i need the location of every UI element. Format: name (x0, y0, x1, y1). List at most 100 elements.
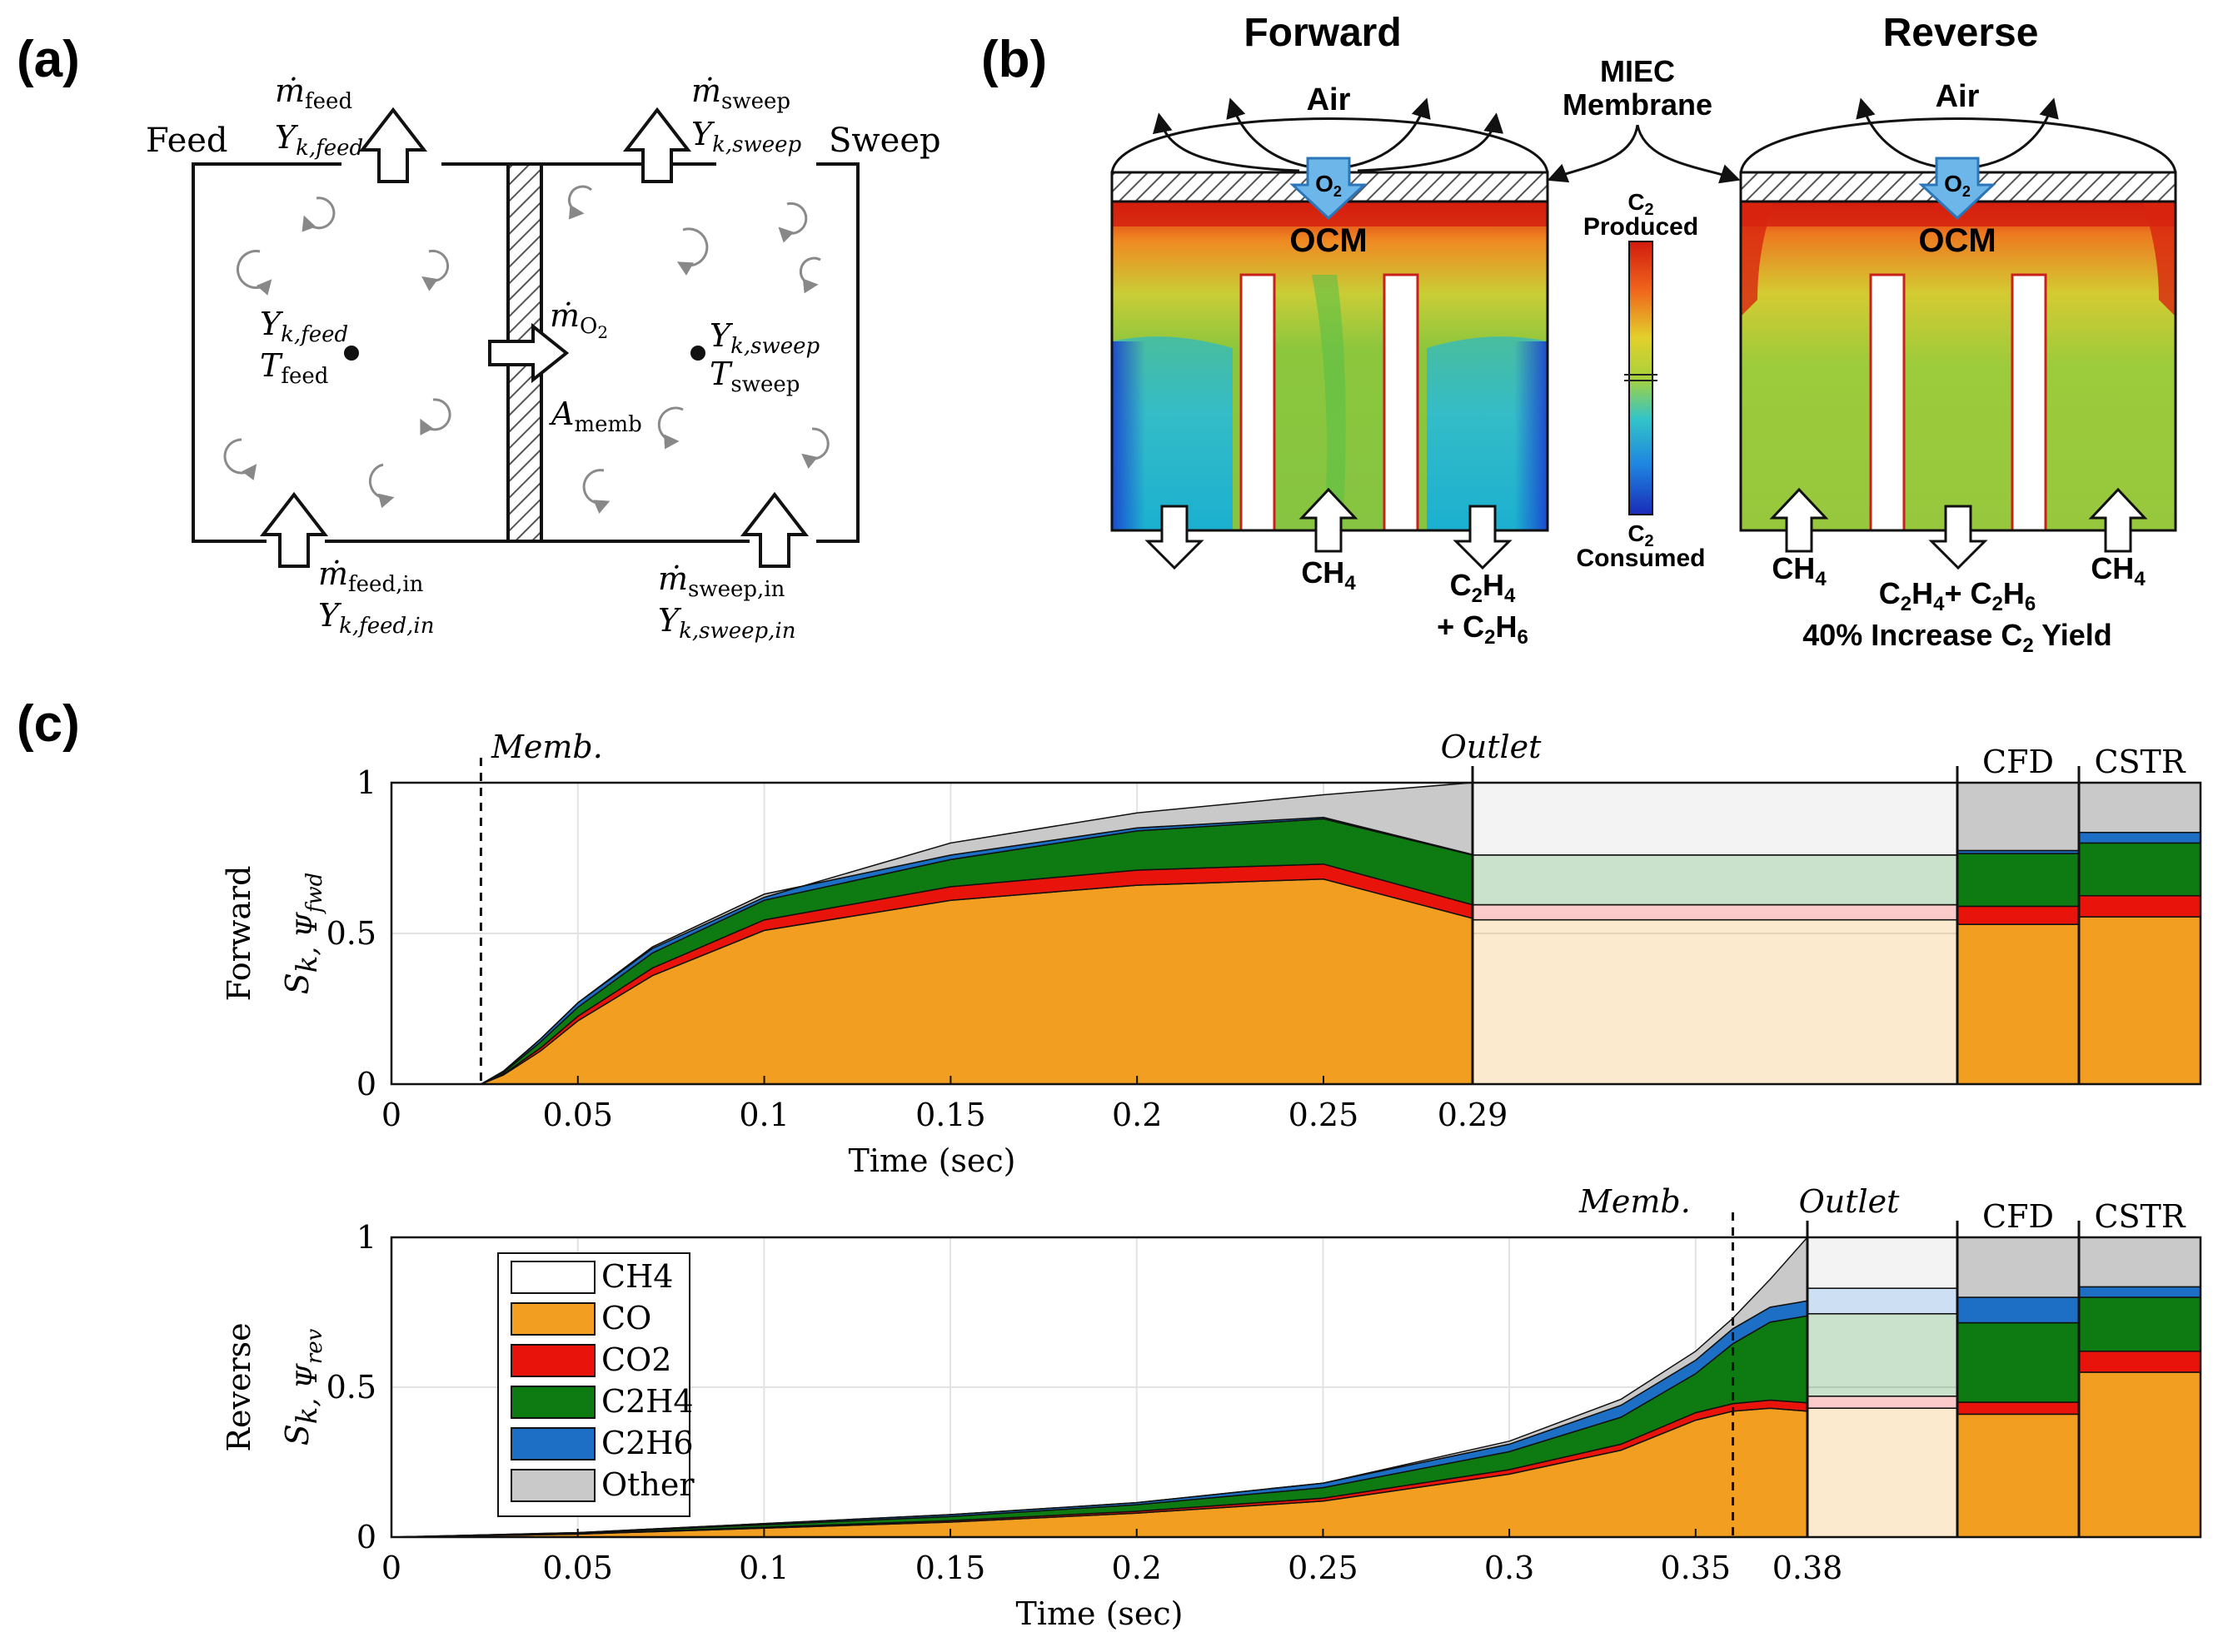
reverse-o2-label: O2 (1944, 171, 1971, 200)
miec-label-line2: Membrane (1563, 87, 1712, 122)
colorbar-bottom-label-c2: C2 (1627, 520, 1653, 550)
reverse-reactor: Air O2 OCM CH4 CH4 C2H4+ C2H6 40% Increa… (1739, 79, 2177, 657)
reverse-field (1741, 202, 2176, 530)
y-axis-symbol: Sk, Ψrev (279, 1328, 327, 1446)
reverse-air-dome (1739, 117, 2177, 176)
x-tick-label: 0.1 (739, 1097, 789, 1133)
outlet-bar-other (1472, 782, 1958, 856)
reverse-left-baffle (1869, 273, 1906, 532)
x-axis-label: Time (sec) (1015, 1595, 1183, 1632)
cfd-bar-co2 (1956, 1401, 2080, 1416)
y-tick-label: 0.5 (326, 1369, 376, 1406)
swirl (223, 438, 257, 480)
colorbar-top-label-c2: C2 (1627, 189, 1653, 219)
y-sweep-out-label: Yk,sweep (691, 116, 801, 157)
y-axis-symbol-sub2: fwd (302, 873, 327, 915)
x-tick-label: 0.05 (542, 1550, 613, 1586)
swirl (420, 398, 451, 435)
y-axis-symbol-main: S (279, 1424, 316, 1446)
colorbar-top-label-word: Produced (1583, 213, 1698, 241)
x-tick-label: 0 (381, 1550, 401, 1586)
y-sweep-state-label: Yk,sweep (710, 317, 820, 359)
sweep-label: Sweep (829, 122, 941, 160)
y-axis-symbol-sub2: rev (302, 1328, 327, 1364)
y-tick-label: 1 (356, 1219, 376, 1256)
legend-label-other: Other (601, 1466, 695, 1503)
swirl (676, 227, 709, 276)
plot-frame (390, 781, 2202, 1086)
legend-swatch-ch4 (511, 1261, 596, 1294)
reverse-air-arrow-left (1856, 97, 1937, 168)
panel-label-b: (b) (981, 31, 1047, 88)
cstr-label: CSTR (2094, 744, 2186, 780)
panel-label-a: (a) (17, 31, 80, 88)
x-tick-label: 0.15 (915, 1550, 986, 1586)
forward-ocm-label: OCM (1289, 222, 1367, 259)
feed-state-dot (344, 346, 359, 361)
feed-outlet-arrow (358, 107, 428, 183)
miec-label-line1: MIEC (1600, 54, 1675, 88)
swirl (778, 202, 808, 243)
outlet-bar-co (1472, 918, 1958, 1085)
cstr-bar-other (2078, 1237, 2201, 1288)
outlet-bar-co2 (1472, 903, 1958, 921)
y-feed-out-label: Yk,feed (275, 119, 363, 161)
t-feed-state-label: Tfeed (260, 347, 328, 389)
cfd-bar-co (1956, 923, 2080, 1085)
y-sweep-in-label: Yk,sweep,in (658, 602, 795, 644)
x-tick-label: 0.25 (1288, 1550, 1358, 1586)
miec-pointer-right (1636, 124, 1741, 184)
reverse-o2-arrow (1918, 157, 1996, 221)
feed-label: Feed (146, 122, 228, 160)
x-tick-label: 0.2 (1112, 1097, 1162, 1133)
x-tick-label: 0.35 (1660, 1550, 1731, 1586)
m-sweep-label: ṁsweep (691, 72, 790, 114)
x-tick-label: 0.3 (1484, 1550, 1534, 1586)
m-feed-label: ṁfeed (275, 72, 352, 114)
forward-ch4-inlet-arrow (1298, 487, 1358, 553)
x-tick-label: 0.2 (1112, 1550, 1162, 1586)
forward-outlet-arrow-left (1144, 505, 1204, 570)
forward-air-arrow-left (1226, 97, 1308, 168)
y-axis-word: Forward (221, 865, 257, 1001)
x-axis-label: Time (sec) (848, 1142, 1015, 1179)
sweep-inlet-arrow (740, 491, 810, 568)
forward-o2-arrow (1289, 157, 1368, 221)
x-tick-label: 0.29 (1438, 1097, 1508, 1133)
mixing-swirls (223, 185, 830, 514)
forward-air-label: Air (1307, 82, 1351, 117)
swirl (236, 250, 272, 296)
y-axis-symbol-sub: k, Ψ (291, 1363, 324, 1424)
forward-selectivity-chart: 0 0.05 0.1 0.15 0.2 0.25 0.29 0 0.5 1 Time (sec) Fo… (221, 729, 2202, 1179)
y-feed-state-label: Yk,feed (260, 306, 348, 347)
forward-right-baffle (1383, 273, 1419, 532)
x-tick-label: 0 (381, 1097, 401, 1133)
reverse-title: Reverse (1883, 11, 2039, 55)
legend-swatch-other (511, 1469, 596, 1502)
cstr-label: CSTR (2094, 1198, 2186, 1235)
y-axis-word: Reverse (221, 1322, 257, 1451)
forward-ch4-label: CH4 (1301, 555, 1356, 595)
cstr-bar-c2h4 (2078, 842, 2201, 897)
forward-air-dome (1110, 117, 1549, 176)
cstr-bar-c2h6 (2078, 831, 2201, 844)
forward-right-wall-edge (1514, 341, 1548, 530)
y-tick-label: 0.5 (326, 915, 376, 952)
forward-left-baffle (1239, 273, 1276, 532)
membrane-label: Memb. (491, 729, 603, 765)
x-tick-label: 0.1 (739, 1550, 789, 1586)
sweep-outlet-arrow (622, 107, 692, 183)
cstr-bar-other (2078, 782, 2201, 833)
forward-title: Forward (1244, 11, 1401, 55)
cfd-bar-c2h4 (1956, 853, 2080, 908)
sweep-state-dot (690, 346, 705, 361)
legend-label-ch4: CH4 (601, 1258, 673, 1295)
outlet-bar-c2h6 (1807, 1287, 1958, 1315)
colorbar-bottom-label-word: Consumed (1576, 545, 1705, 572)
cfd-bar-other (1956, 1237, 2080, 1298)
panel-a-reactor-schematic: Feed Sweep ṁfeed Yk,feed ṁsweep Yk,sweep… (146, 72, 941, 644)
swirl (582, 469, 611, 514)
outlet-label: Outlet (1441, 729, 1543, 765)
species-legend: CH4 CO CO2 C2H4 C2H6 Other (497, 1252, 695, 1517)
